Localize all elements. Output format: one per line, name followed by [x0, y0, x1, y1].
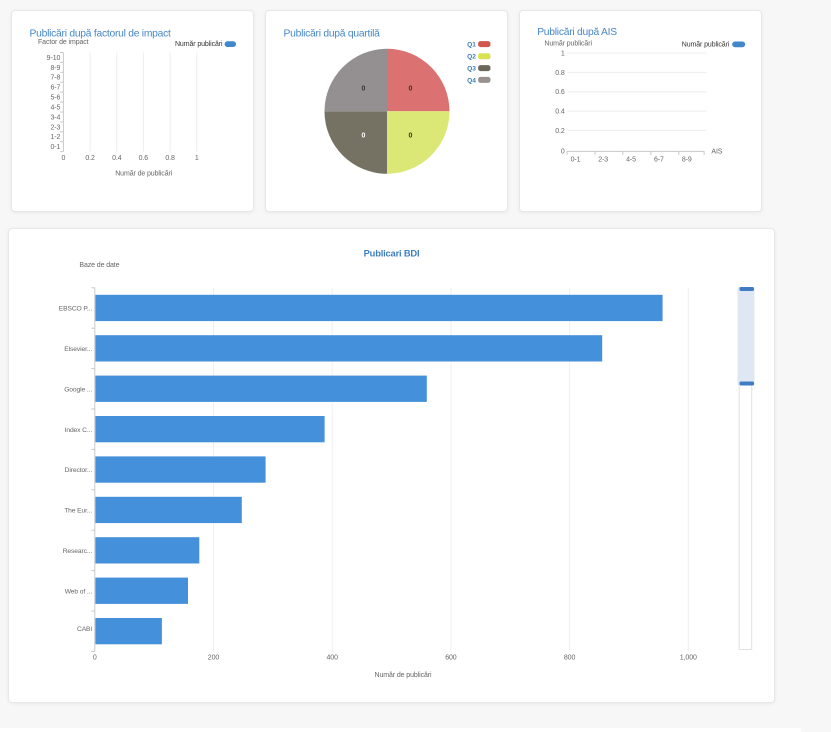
svg-text:400: 400 — [327, 655, 339, 662]
svg-text:0: 0 — [409, 86, 413, 93]
svg-text:6-7: 6-7 — [654, 157, 664, 164]
svg-text:0: 0 — [409, 132, 413, 139]
svg-text:Număr de publicări: Număr de publicări — [375, 672, 432, 679]
svg-text:Q3: Q3 — [467, 66, 476, 73]
svg-text:0.8: 0.8 — [165, 155, 175, 162]
svg-text:Publicari BDI: Publicari BDI — [364, 248, 420, 259]
svg-text:0.8: 0.8 — [555, 70, 565, 77]
svg-text:1: 1 — [195, 155, 199, 162]
svg-text:5-6: 5-6 — [50, 95, 60, 102]
svg-text:Web of ...: Web of ... — [65, 588, 93, 595]
svg-text:Număr publicări: Număr publicări — [175, 41, 223, 48]
svg-text:4-5: 4-5 — [626, 157, 636, 164]
svg-text:8-9: 8-9 — [50, 65, 60, 72]
svg-text:2-3: 2-3 — [50, 124, 60, 131]
svg-text:1,000: 1,000 — [680, 655, 697, 662]
svg-text:6-7: 6-7 — [50, 85, 60, 92]
svg-text:EBSCO P...: EBSCO P... — [59, 306, 93, 313]
svg-text:9-10: 9-10 — [47, 55, 61, 62]
svg-text:2-3: 2-3 — [598, 157, 608, 164]
svg-text:Publicări după AIS: Publicări după AIS — [537, 27, 617, 38]
svg-text:Q2: Q2 — [467, 54, 476, 61]
svg-text:600: 600 — [445, 655, 457, 662]
svg-text:200: 200 — [208, 655, 220, 662]
svg-text:0: 0 — [62, 155, 66, 162]
svg-text:Elsevier...: Elsevier... — [64, 346, 92, 353]
svg-text:0.2: 0.2 — [85, 155, 95, 162]
svg-text:7-8: 7-8 — [50, 75, 60, 82]
svg-text:The Eur...: The Eur... — [64, 508, 92, 515]
svg-text:0: 0 — [93, 655, 97, 662]
svg-text:0.6: 0.6 — [139, 155, 149, 162]
svg-text:0: 0 — [561, 149, 565, 156]
svg-text:4-5: 4-5 — [50, 105, 60, 112]
svg-text:Baze de date: Baze de date — [79, 262, 119, 269]
svg-text:0.6: 0.6 — [555, 89, 565, 96]
svg-text:1: 1 — [561, 51, 565, 58]
svg-text:Publicări după factorul de imp: Publicări după factorul de impact — [30, 29, 172, 40]
svg-text:3-4: 3-4 — [50, 114, 60, 121]
svg-text:Q1: Q1 — [467, 42, 476, 49]
svg-text:8-9: 8-9 — [682, 157, 692, 164]
svg-text:0.4: 0.4 — [555, 109, 565, 116]
svg-text:0.2: 0.2 — [555, 128, 565, 135]
svg-text:0.4: 0.4 — [112, 155, 122, 162]
svg-text:Număr publicări: Număr publicări — [682, 42, 730, 49]
svg-text:Google ...: Google ... — [64, 386, 92, 393]
svg-text:Index C...: Index C... — [65, 427, 93, 434]
svg-text:AIS: AIS — [711, 149, 722, 156]
svg-text:800: 800 — [564, 655, 576, 662]
svg-text:CABI: CABI — [77, 626, 92, 633]
svg-text:Director...: Director... — [65, 467, 93, 474]
svg-text:0: 0 — [362, 86, 366, 93]
svg-text:0-1: 0-1 — [571, 157, 581, 164]
svg-text:Factor de impact: Factor de impact — [38, 39, 89, 46]
svg-text:Număr de publicări: Număr de publicări — [115, 171, 172, 178]
svg-text:Researc...: Researc... — [63, 548, 93, 555]
svg-text:0-1: 0-1 — [50, 144, 60, 151]
svg-text:1-2: 1-2 — [50, 134, 60, 141]
svg-text:0: 0 — [362, 132, 366, 139]
svg-text:Număr publicări: Număr publicări — [544, 40, 592, 47]
svg-text:Publicări după quartilă: Publicări după quartilă — [284, 29, 381, 40]
svg-text:Q4: Q4 — [467, 77, 476, 84]
